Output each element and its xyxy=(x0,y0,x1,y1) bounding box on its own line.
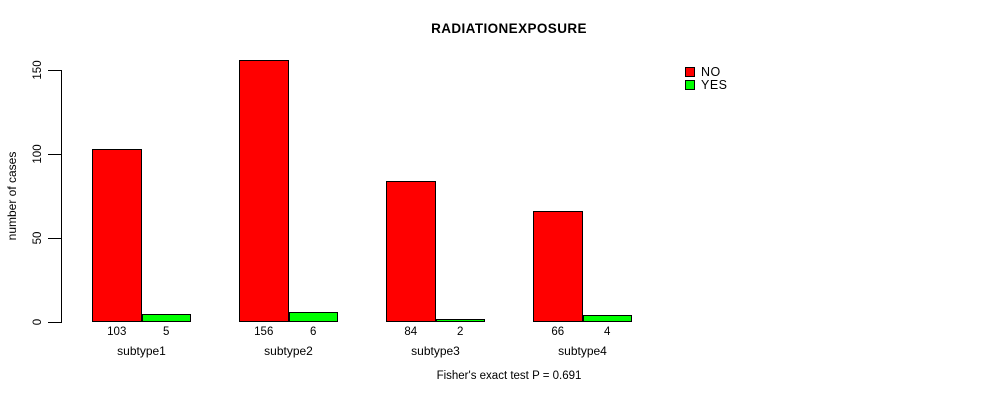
bar-value-label: 2 xyxy=(457,326,464,338)
bar-yes-subtype1 xyxy=(141,313,191,322)
x-category-label: subtype2 xyxy=(264,344,313,358)
bar-no-subtype3 xyxy=(386,180,436,322)
bar-no-subtype4 xyxy=(533,211,583,322)
y-tick-label: 50 xyxy=(32,231,44,245)
bar-no-subtype2 xyxy=(239,59,289,322)
x-category-label: subtype3 xyxy=(411,344,460,358)
bar-yes-subtype2 xyxy=(288,311,338,322)
bar-value-label: 84 xyxy=(404,326,418,338)
x-category-label: subtype1 xyxy=(117,344,166,358)
y-tick-mark xyxy=(48,238,61,239)
bar-yes-subtype4 xyxy=(582,315,632,322)
legend-swatch-no xyxy=(685,66,695,77)
y-tick-mark xyxy=(48,70,61,71)
x-category-label: subtype4 xyxy=(558,344,607,358)
legend-label-no: NO xyxy=(701,64,721,79)
bar-value-label: 66 xyxy=(551,326,565,338)
y-axis-line xyxy=(61,70,62,323)
y-tick-mark xyxy=(48,322,61,323)
legend-entry-yes: YES xyxy=(685,78,728,93)
bar-value-label: 5 xyxy=(163,326,170,338)
bar-no-subtype1 xyxy=(92,148,142,322)
chart-title: RADIATIONEXPOSURE xyxy=(431,21,587,36)
legend-entry-no: NO xyxy=(685,65,728,79)
y-tick-label: 100 xyxy=(32,144,44,164)
y-tick-label: 150 xyxy=(32,60,44,80)
legend-swatch-yes xyxy=(685,80,695,91)
y-tick-mark xyxy=(48,154,61,155)
legend-label-yes: YES xyxy=(701,78,728,93)
y-tick-label: 0 xyxy=(32,318,44,326)
bar-yes-subtype3 xyxy=(435,318,485,322)
bar-value-label: 4 xyxy=(604,326,611,338)
stats-caption: Fisher's exact test P = 0.691 xyxy=(436,370,582,382)
bar-value-label: 156 xyxy=(254,326,274,338)
bar-value-label: 103 xyxy=(107,326,127,338)
legend: NO YES xyxy=(685,65,728,92)
bar-value-label: 6 xyxy=(310,326,317,338)
